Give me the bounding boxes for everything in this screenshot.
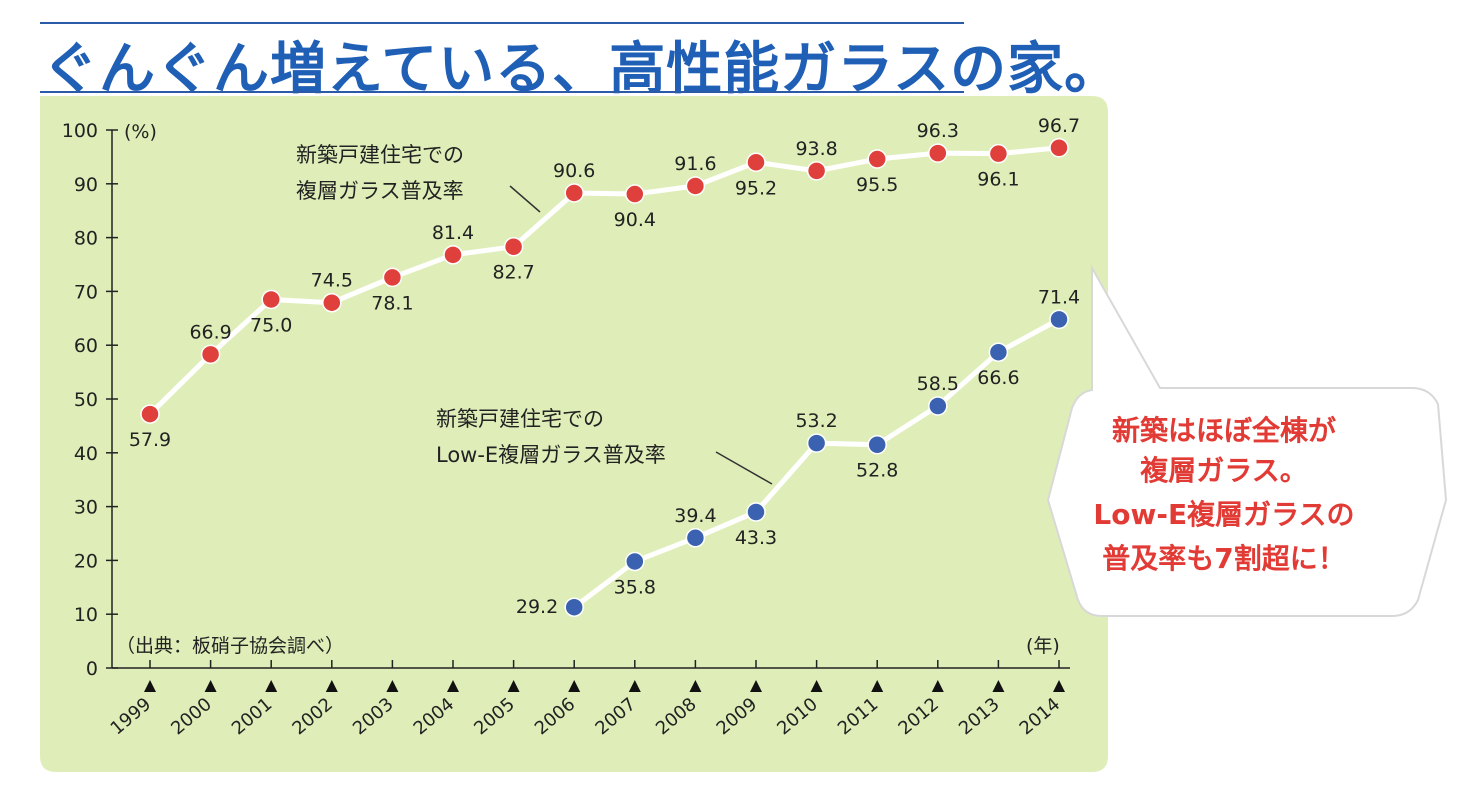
series-1-point — [200, 344, 221, 365]
series-1-point — [322, 292, 342, 313]
y-tick-label: 20 — [74, 550, 98, 572]
x-tick-marker — [568, 680, 581, 692]
series-1-data-label: 81.4 — [432, 222, 474, 244]
chart-panel — [40, 96, 1108, 772]
series-1-point — [928, 143, 948, 163]
series-1-point — [1049, 138, 1069, 158]
series-1-point — [382, 267, 403, 288]
x-tick-marker — [931, 680, 944, 692]
series-2-data-label: 53.2 — [795, 410, 837, 432]
series-2-data-label: 39.4 — [674, 505, 716, 527]
callout-bubble — [1046, 264, 1448, 617]
source-note: （出典：板硝子協会調べ） — [116, 635, 344, 657]
series-2-point — [625, 551, 645, 572]
series-1-leader-line — [509, 185, 541, 213]
series-1-data-label: 90.6 — [553, 160, 595, 182]
series-2-data-label: 29.2 — [516, 596, 558, 618]
callout-line-1: 新築はほぼ全棟が — [1112, 414, 1336, 447]
callout-text: 新築はほぼ全棟が 複層ガラス。 Low-E複層ガラスの 普及率も7割超に！ — [1093, 414, 1354, 575]
x-tick-marker — [810, 680, 823, 692]
x-tick-marker — [628, 680, 641, 692]
x-tick-marker — [992, 680, 1005, 692]
series-1-data-label: 74.5 — [311, 270, 353, 292]
series-1-data-label: 93.8 — [795, 138, 837, 160]
series-1-point — [625, 184, 645, 204]
x-tick-marker — [325, 680, 338, 692]
x-tick-marker — [386, 680, 399, 692]
series-layer: 57.9 66.9 75.0 74.5 78.1 81.4 82.7 90.6 90.4 91.6… — [129, 115, 1080, 618]
series-2-data-label: 52.8 — [856, 460, 898, 482]
title-top-rule — [40, 22, 964, 24]
series-1-data-label: 66.9 — [189, 321, 231, 343]
series-1-point — [261, 289, 281, 310]
series-1-data-label: 78.1 — [371, 292, 413, 314]
series-1-point — [867, 149, 887, 169]
series-1-line — [148, 145, 1060, 416]
series-2-point — [988, 342, 1009, 362]
series-1-label-line-1: 新築戸建住宅での — [296, 143, 464, 167]
series-1-data-label: 95.5 — [856, 174, 898, 196]
y-axis-unit: (%) — [124, 121, 157, 143]
callout-line-3: Low-E複層ガラスの — [1093, 498, 1354, 531]
x-tick-marker — [144, 680, 156, 692]
series-1-data-label: 90.4 — [614, 209, 656, 231]
series-1-data-label: 96.1 — [977, 169, 1019, 191]
series-2-point — [928, 396, 948, 416]
series-2-data-label: 71.4 — [1038, 286, 1080, 308]
y-tick-label: 30 — [74, 497, 98, 519]
series-1-point — [503, 236, 524, 257]
y-tick-label: 50 — [74, 389, 98, 411]
title-bottom-rule — [40, 91, 964, 93]
y-tick-label: 80 — [74, 228, 98, 250]
series-1-point — [443, 245, 463, 265]
series-2-point — [806, 433, 827, 453]
series-1-point — [685, 176, 706, 196]
x-axis-unit: (年) — [1026, 635, 1060, 657]
series-2-point — [564, 597, 584, 617]
series-2-point — [867, 434, 887, 455]
x-tick-marker — [265, 680, 278, 692]
callout-line-4: 普及率も7割超に！ — [1102, 542, 1345, 575]
series-1-data-label: 96.7 — [1038, 115, 1080, 137]
series-1-point — [564, 183, 584, 203]
series-2-point — [685, 528, 706, 548]
series-2-label-line-2: Low-E複層ガラス普及率 — [436, 443, 666, 467]
series-2-leader-line — [715, 451, 773, 485]
series-1-label-line-2: 複層ガラス普及率 — [296, 179, 464, 203]
y-tick-label: 10 — [74, 604, 98, 626]
series-1-data-label: 95.2 — [735, 177, 777, 199]
series-2-label-line-1: 新築戸建住宅での — [436, 407, 604, 431]
series-2-point — [746, 502, 766, 522]
series-1-data-label: 57.9 — [129, 429, 171, 451]
series-2-data-label: 58.5 — [917, 373, 959, 395]
callout-line-2: 複層ガラス。 — [1140, 454, 1307, 487]
series-1-point — [140, 404, 160, 424]
x-tick-marker — [507, 680, 520, 692]
series-2-point — [1049, 309, 1069, 330]
series-2-data-label: 43.3 — [735, 527, 777, 549]
series-1-data-label: 96.3 — [917, 120, 959, 142]
y-tick-label: 100 — [62, 120, 98, 142]
series-1-data-label: 75.0 — [250, 314, 292, 336]
annotations: (%) (年) （出典：板硝子協会調べ） 新築戸建住宅での 複層ガラス普及率 新… — [116, 121, 1355, 657]
x-tick-marker — [447, 680, 459, 692]
y-tick-label: 60 — [74, 335, 98, 357]
series-2-data-label: 35.8 — [614, 576, 656, 598]
series-1-data-label: 82.7 — [492, 262, 534, 284]
x-tick-marker — [750, 680, 762, 692]
y-tick-label: 0 — [86, 658, 98, 680]
series-1-point — [746, 152, 766, 173]
series-2-data-label: 66.6 — [977, 367, 1019, 389]
x-tick-marker — [1053, 680, 1065, 692]
y-tick-label: 90 — [74, 174, 98, 196]
y-tick-label: 40 — [74, 443, 98, 465]
series-1-point — [806, 161, 827, 181]
x-tick-marker — [204, 680, 217, 692]
x-tick-marker — [689, 680, 702, 692]
series-1-data-label: 91.6 — [674, 153, 716, 175]
series-1-point — [988, 143, 1009, 164]
x-tick-marker — [871, 680, 884, 692]
y-tick-label: 70 — [74, 281, 98, 303]
